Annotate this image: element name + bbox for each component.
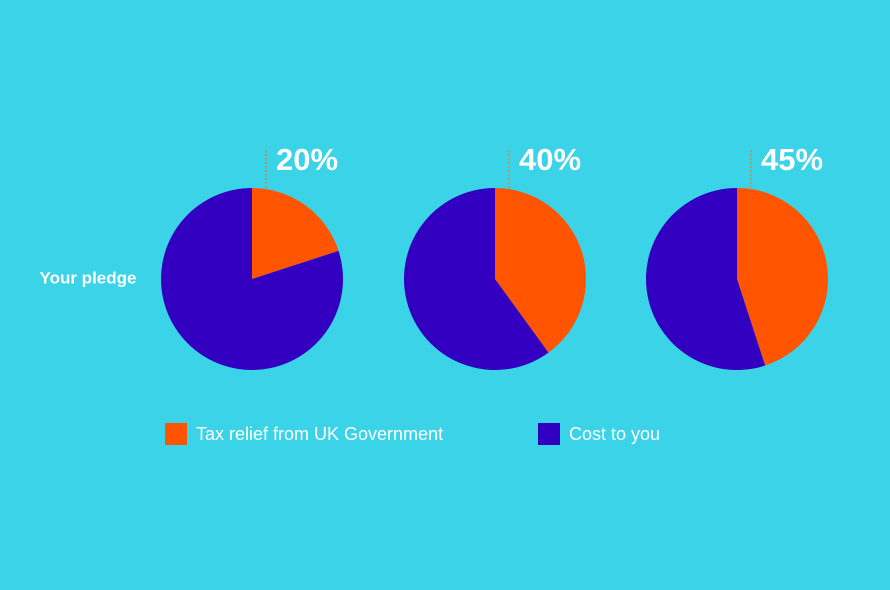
legend-swatch [165,423,187,445]
legend-text: Tax relief from UK Government [196,424,443,444]
pie-slice [252,188,339,279]
pie-slice [646,188,766,370]
value-label: 40% [519,142,581,177]
legend-swatch [538,423,560,445]
pie-slice [737,188,829,366]
pie-slice [404,188,549,370]
row-label: Your pledge [40,268,137,287]
value-label: 20% [276,142,338,177]
pie-slice [495,188,586,353]
legend-text: Cost to you [569,424,660,444]
pie-slice [161,188,344,371]
value-label: 45% [761,142,823,177]
